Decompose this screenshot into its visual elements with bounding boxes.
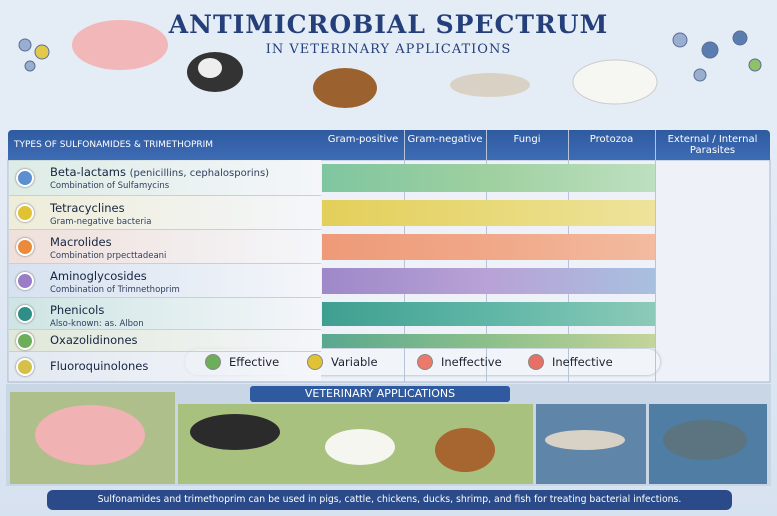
legend-label: Variable: [331, 355, 378, 369]
spectrum-bar: [322, 302, 655, 326]
column-header: External / Internal Parasites: [667, 134, 758, 156]
row-detail: Combination prpecttadeani: [50, 251, 167, 261]
legend-swatch: [417, 354, 433, 370]
footer: Sulfonamides and trimethoprim can be use…: [47, 490, 732, 510]
row-detail: Gram-negative bacteria: [50, 217, 152, 227]
row-name: Macrolides: [50, 235, 112, 249]
row-bg: [9, 330, 321, 352]
row-detail: Combination of Sulfamycins: [50, 181, 170, 191]
spectrum-bar: [322, 234, 655, 260]
row-icon: [16, 169, 34, 187]
pig-big: [35, 405, 145, 465]
fish: [663, 420, 747, 460]
pig: [72, 20, 168, 70]
legend-swatch: [307, 354, 323, 370]
shrimp-big: [545, 430, 625, 450]
table-header: [8, 130, 770, 160]
cow-patch: [198, 58, 222, 78]
row-bg: [9, 230, 321, 264]
column-header: Gram-positive: [327, 134, 399, 145]
applications-title: VETERINARY APPLICATIONS: [250, 386, 510, 402]
row-bg: [9, 264, 321, 298]
duck: [572, 59, 658, 105]
legend-swatch: [528, 354, 544, 370]
row-name: Aminoglycosides: [50, 269, 147, 283]
row-icon: [16, 238, 34, 256]
title: ANTIMICROBIAL SPECTRUM: [168, 10, 609, 39]
column-header: Gram-negative: [407, 134, 483, 145]
legend-swatch: [205, 354, 221, 370]
spectrum-bar: [322, 200, 655, 226]
row-name: Phenicols: [50, 303, 105, 317]
chicken-big: [435, 428, 495, 472]
row-icon: [16, 332, 34, 350]
row-name: Fluoroquinolones: [50, 359, 149, 373]
row-detail: Also-known: as. Albon: [50, 319, 144, 329]
row-bg: [9, 352, 321, 382]
chicken: [313, 68, 377, 108]
corner-label: TYPES OF SULFONAMIDES & TRIMETHOPRIM: [14, 140, 214, 150]
row-icon: [16, 272, 34, 290]
legend-label: Ineffective: [552, 355, 613, 369]
spectrum-bar: [322, 334, 655, 348]
row-icon: [16, 358, 34, 376]
column-header: Protozoa: [589, 134, 634, 145]
row-bg: [9, 298, 321, 330]
row-name: Tetracyclines: [50, 201, 125, 215]
row-note: (penicillins, cephalosporins): [129, 168, 270, 179]
cow-big: [190, 414, 280, 450]
spectrum-bar: [322, 164, 655, 192]
row-bg: [9, 196, 321, 230]
row-name: Oxazolidinones: [50, 333, 138, 347]
row-bg: [9, 160, 321, 196]
duck-big: [325, 429, 395, 465]
row-icon: [16, 305, 34, 323]
row-name: Beta-lactams (penicillins, cephalosporin…: [50, 165, 270, 179]
row-detail: Combination of Trimnethoprim: [50, 285, 180, 295]
spectrum-bar: [322, 268, 655, 294]
subtitle: IN VETERINARY APPLICATIONS: [265, 42, 512, 57]
column-divider: [655, 130, 656, 382]
shrimp: [450, 73, 530, 97]
molecule: [18, 30, 762, 82]
column-header: Fungi: [513, 134, 541, 145]
legend-label: Effective: [229, 355, 280, 369]
legend-label: Ineffective: [441, 355, 502, 369]
row-icon: [16, 204, 34, 222]
